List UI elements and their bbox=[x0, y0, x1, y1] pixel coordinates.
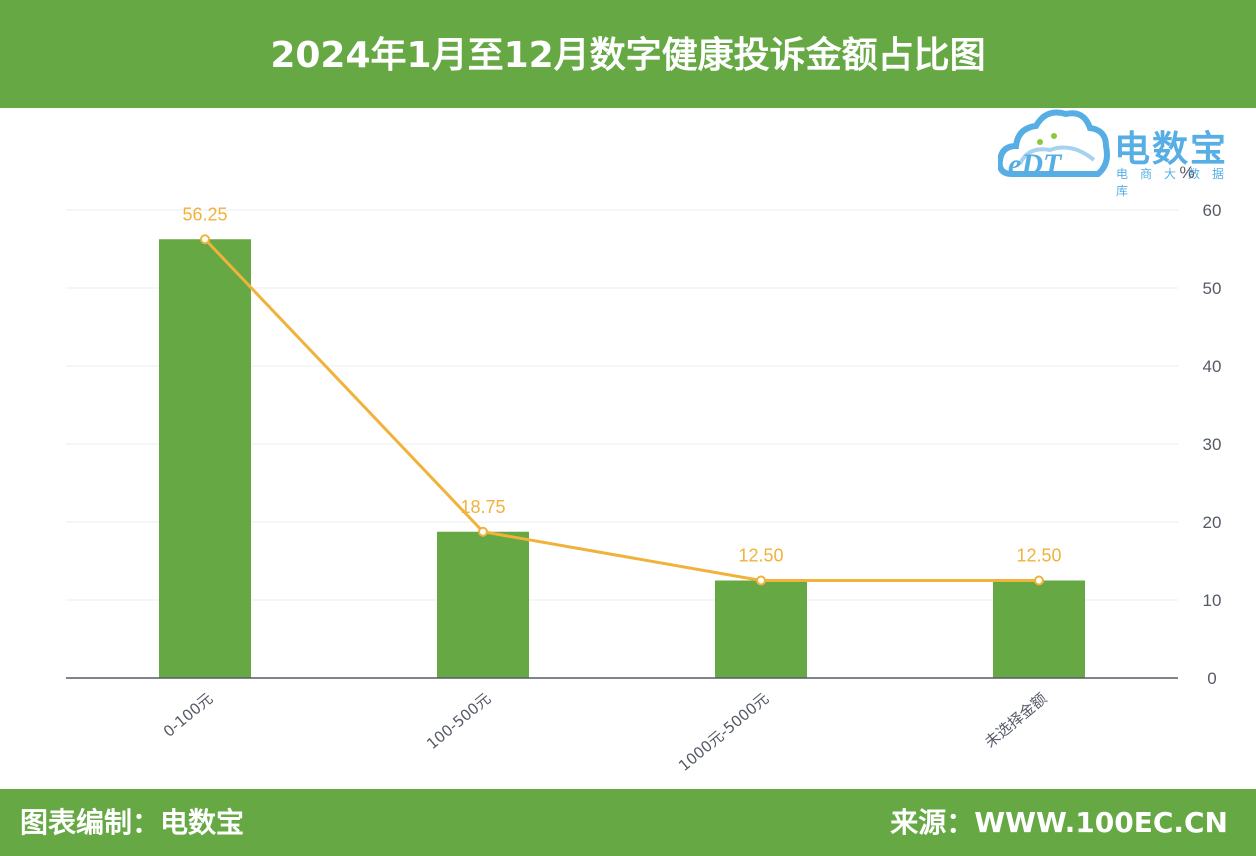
line-point bbox=[200, 234, 210, 245]
chart-title: 2024年1月至12月数字健康投诉金额占比图 bbox=[270, 35, 986, 76]
logo-subtitle: 电商大数据库 bbox=[1116, 167, 1237, 198]
y-tick-label: 20 bbox=[1203, 513, 1222, 532]
x-tick-label: 未选择金额 bbox=[981, 689, 1050, 751]
logo-name: 电数宝 bbox=[1114, 129, 1229, 170]
logo-mark: eDT bbox=[1008, 148, 1063, 181]
bar bbox=[437, 531, 529, 678]
footer-source: 来源：WWW.100EC.CN bbox=[890, 806, 1228, 839]
data-labels: 56.25 18.75 12.50 12.50 bbox=[182, 204, 1061, 565]
data-label: 56.25 bbox=[182, 204, 227, 224]
line-series bbox=[200, 234, 1044, 586]
header-bar: 2024年1月至12月数字健康投诉金额占比图 bbox=[0, 0, 1256, 108]
bar bbox=[159, 239, 251, 678]
y-tick-label: 10 bbox=[1203, 591, 1222, 610]
data-label: 18.75 bbox=[460, 497, 505, 517]
y-tick-label: 50 bbox=[1203, 279, 1222, 298]
x-tick-label: 1000元-5000元 bbox=[675, 689, 772, 775]
x-tick-label: 100-500元 bbox=[423, 689, 494, 753]
line-point bbox=[478, 526, 488, 537]
logo: eDT bbox=[996, 106, 1248, 182]
data-label: 12.50 bbox=[1016, 546, 1061, 566]
data-label: 12.50 bbox=[738, 546, 783, 566]
line-path bbox=[203, 238, 1039, 582]
y-tick-label: 30 bbox=[1203, 435, 1222, 454]
bar bbox=[715, 580, 807, 678]
line-point bbox=[1034, 575, 1044, 586]
bar bbox=[993, 580, 1085, 678]
footer-credit: 图表编制：电数宝 bbox=[20, 806, 245, 839]
y-tick-label: 40 bbox=[1203, 357, 1222, 376]
footer-bar: 图表编制：电数宝 来源：WWW.100EC.CN bbox=[0, 789, 1256, 856]
bar-series bbox=[159, 239, 1085, 678]
y-tick-label: 0 bbox=[1207, 669, 1216, 688]
x-tick-label: 0-100元 bbox=[160, 689, 216, 740]
y-tick-label: 60 bbox=[1203, 201, 1222, 220]
cloud-edt-icon: eDT bbox=[996, 109, 1110, 181]
line-point bbox=[756, 575, 766, 586]
y-unit-label: % bbox=[1179, 163, 1194, 182]
